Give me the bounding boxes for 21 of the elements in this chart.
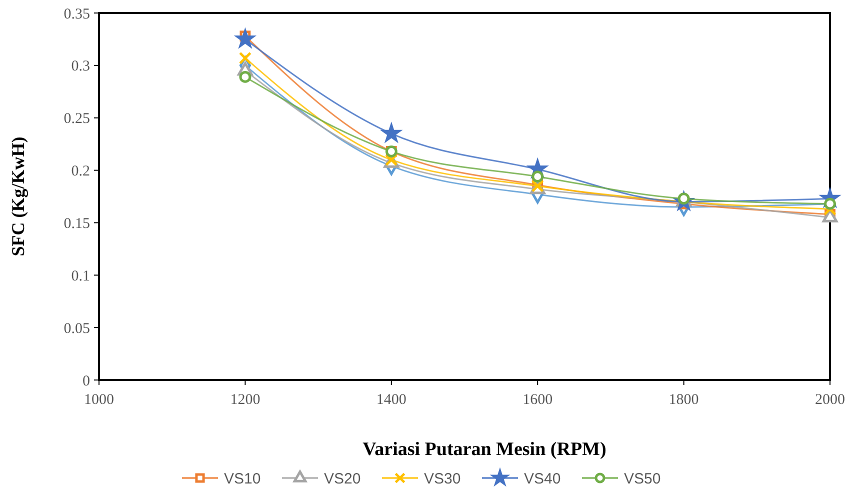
legend-label: VS30 (424, 470, 461, 488)
y-axis-title: SFC (Kg/KwH) (8, 136, 28, 256)
y-tick-label: 0.2 (71, 164, 90, 180)
y-tick-label: 0.25 (64, 111, 90, 128)
x-tick-label: 2000 (815, 392, 845, 408)
x-axis-title: Variasi Putaran Mesin (RPM) (362, 439, 606, 460)
y-tick-label: 0.3 (71, 58, 90, 75)
y-tick-label: 0 (82, 373, 90, 390)
x-tick-label: 1800 (668, 392, 699, 408)
legend-label: VS40 (524, 470, 561, 488)
legend-label: VS50 (624, 470, 661, 488)
y-tick-label: 0.1 (71, 268, 90, 284)
y-tick-label: 0.15 (64, 216, 90, 232)
legend-label: VS10 (224, 470, 261, 488)
x-tick-label: 1000 (84, 392, 114, 408)
y-tick-label: 0.05 (64, 320, 90, 337)
legend-label: VS20 (324, 470, 361, 488)
x-tick-label: 1400 (376, 392, 406, 408)
x-tick-label: 1600 (522, 392, 553, 408)
x-tick-label: 1200 (230, 392, 260, 408)
y-tick-label: 0.35 (64, 6, 90, 22)
